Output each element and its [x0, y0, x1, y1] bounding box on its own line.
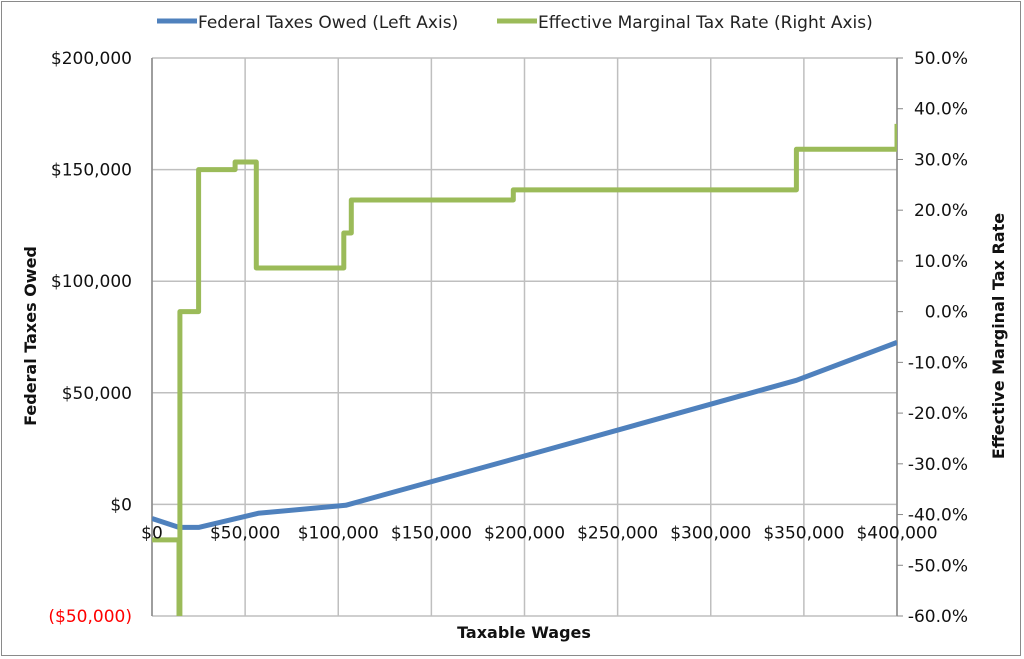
y-right-tick-label: 20.0%: [914, 201, 968, 221]
x-tick-label: $100,000: [298, 523, 379, 543]
legend-label-marginal-rate: Effective Marginal Tax Rate (Right Axis): [538, 13, 873, 33]
x-tick-label: $300,000: [670, 523, 751, 543]
y-left-tick-label: $100,000: [51, 272, 132, 292]
y-left-tick-label: $150,000: [51, 161, 132, 181]
y-left-tick-label: $0: [110, 495, 132, 515]
y-left-tick-label: ($50,000): [48, 607, 132, 627]
y-right-tick-label: -30.0%: [908, 455, 968, 475]
x-tick-label: $350,000: [763, 523, 844, 543]
y-left-axis-title: Federal Taxes Owed: [21, 246, 40, 426]
series-lines: [152, 123, 897, 616]
y-right-tick-label: -60.0%: [908, 607, 968, 627]
y-right-tick-label: -50.0%: [908, 556, 968, 576]
y-right-tick-label: -40.0%: [908, 506, 968, 526]
x-tick-label: $200,000: [484, 523, 565, 543]
y-right-tick-label: -20.0%: [908, 404, 968, 424]
x-axis-title: Taxable Wages: [457, 623, 591, 642]
x-tick-label: $400,000: [856, 523, 937, 543]
y-left-tick-label: $200,000: [51, 49, 132, 69]
x-tick-label: $0: [141, 523, 163, 543]
x-tick-label: $50,000: [210, 523, 280, 543]
y-right-tick-label: 0.0%: [925, 303, 968, 323]
y-right-tick-label: 40.0%: [914, 100, 968, 120]
y-right-tick-label: 30.0%: [914, 150, 968, 170]
legend: Federal Taxes Owed (Left Axis) Effective…: [157, 13, 873, 33]
x-tick-label: $250,000: [577, 523, 658, 543]
y-right-tick-label: 10.0%: [914, 252, 968, 272]
y-right-axis-title: Effective Marginal Tax Rate: [989, 213, 1008, 459]
tick-labels: ($50,000) $0 $50,000 $100,000 $150,000 $200,0…: [48, 49, 968, 627]
y-right-tick-label: 50.0%: [914, 49, 968, 69]
y-left-tick-label: $50,000: [62, 384, 132, 404]
legend-label-federal-taxes: Federal Taxes Owed (Left Axis): [198, 13, 458, 33]
x-tick-label: $150,000: [391, 523, 472, 543]
series-line-marginal-rate: [152, 123, 897, 616]
y-right-tick-label: -10.0%: [908, 353, 968, 373]
